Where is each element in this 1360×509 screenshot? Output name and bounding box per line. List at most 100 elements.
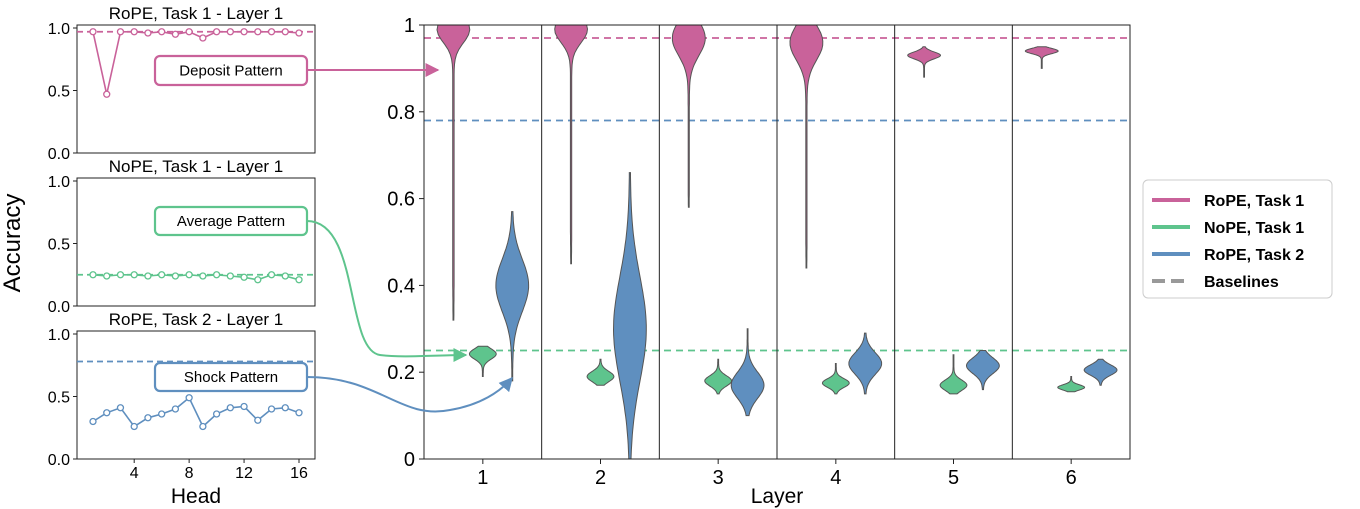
callout-label: Deposit Pattern <box>179 63 282 80</box>
legend-label: Baselines <box>1204 274 1279 291</box>
legend-label: NoPE, Task 1 <box>1204 220 1304 237</box>
y-tick-label: 0.0 <box>48 452 70 469</box>
main-x-tick-label: 1 <box>477 467 488 489</box>
legend-entry: NoPE, Task 1 <box>1152 220 1304 237</box>
data-point <box>130 28 138 36</box>
callouts: Deposit Pattern Average Pattern Shock Patt… <box>153 54 513 413</box>
data-point <box>171 272 180 280</box>
data-point <box>295 29 303 37</box>
y-tick-label: 0.5 <box>48 237 70 254</box>
data-point <box>240 28 248 36</box>
violin-layer2-nope_task1 <box>586 358 615 386</box>
violin-layer6-nope_task1 <box>1057 376 1086 393</box>
main-x-tick-label: 6 <box>1066 467 1077 489</box>
main-x-axis-label: Layer <box>751 485 804 508</box>
data-point <box>89 271 97 279</box>
data-point <box>254 416 262 424</box>
legend-entry: Baselines <box>1152 274 1279 291</box>
data-point <box>267 28 276 36</box>
main-x-tick-label: 4 <box>830 467 841 489</box>
data-point <box>199 422 207 431</box>
x-tick-label: 4 <box>130 465 139 482</box>
y-tick-label: 1.0 <box>48 174 70 191</box>
data-point <box>267 271 276 279</box>
data-point <box>212 271 221 279</box>
panel-frame <box>76 24 316 154</box>
legend: RoPE, Task 1 NoPE, Task 1 RoPE, Task 2 Base… <box>1142 179 1333 299</box>
data-point <box>254 28 262 36</box>
main-x-tick-label: 2 <box>595 467 606 489</box>
main-y-tick-label: 0.6 <box>387 189 415 211</box>
data-point <box>226 404 234 412</box>
violin-layer3-rope_task2 <box>730 328 765 417</box>
y-tick-label: 0.0 <box>48 299 70 316</box>
series-line <box>92 273 300 281</box>
legend-frame <box>1142 179 1333 299</box>
y-tick-label: 0.5 <box>48 390 70 407</box>
data-point <box>212 28 221 36</box>
y-tick-label: 1.0 <box>48 327 70 344</box>
y-tick-label: 0.0 <box>48 146 70 163</box>
violin-layer1-rope_task1 <box>436 24 471 321</box>
main-y-tick-label: 0.2 <box>387 362 415 384</box>
callout-box <box>153 205 309 237</box>
data-point <box>185 28 193 36</box>
panel-frame <box>76 330 316 460</box>
data-point <box>130 422 138 431</box>
data-point <box>144 414 152 422</box>
data-point <box>267 405 276 413</box>
violin-layer5-rope_task2 <box>966 350 1000 391</box>
data-point <box>226 272 234 280</box>
legend-entry: RoPE, Task 1 <box>1152 193 1304 210</box>
data-point <box>254 276 262 284</box>
panel-rope2: RoPE, Task 2 - Layer 1 0.0 0.5 1.0 <box>48 310 316 469</box>
main-violin-panel: 0 0.2 0.4 0.6 0.8 1 1 2 3 4 5 6 Layer <box>387 15 1131 508</box>
data-point <box>89 28 97 36</box>
callout-box <box>153 54 309 87</box>
data-point <box>158 271 166 279</box>
data-point <box>158 410 166 418</box>
y-tick-label: 0.5 <box>48 84 70 101</box>
callout-label: Shock Pattern <box>184 369 278 386</box>
legend-label: RoPE, Task 1 <box>1204 193 1304 210</box>
data-point <box>116 271 125 279</box>
violin-layer1-rope_task2 <box>495 211 530 382</box>
panel-rope1: RoPE, Task 1 - Layer 1 0.0 0.5 1.0 <box>48 4 316 163</box>
data-point <box>185 271 193 279</box>
legend-label: RoPE, Task 2 <box>1204 247 1304 264</box>
data-point <box>281 28 289 36</box>
data-point <box>295 276 303 284</box>
data-point <box>281 404 289 412</box>
data-point <box>144 272 152 280</box>
y-tick-label: 1.0 <box>48 21 70 38</box>
main-y-tick-label: 0.4 <box>387 275 415 297</box>
violin-layer5-rope_task1 <box>907 46 942 78</box>
callout-label: Average Pattern <box>177 213 285 230</box>
x-axis-label: Head <box>171 485 221 508</box>
data-point <box>103 272 111 280</box>
panel-frame <box>76 177 316 307</box>
violin-layer2-rope_task1 <box>554 24 589 265</box>
panel-title: RoPE, Task 2 - Layer 1 <box>109 310 284 329</box>
callout-arrow <box>306 376 513 413</box>
panel-nope1: NoPE, Task 1 - Layer 1 0.0 0.5 1.0 <box>48 157 316 316</box>
data-point <box>240 402 248 411</box>
data-point <box>103 409 111 417</box>
violin-layer3-rope_task1 <box>671 24 706 208</box>
data-point <box>89 417 97 426</box>
main-y-tick-label: 1 <box>404 15 415 37</box>
series-line <box>92 30 300 95</box>
data-point <box>116 28 125 36</box>
violin-layer3-nope_task1 <box>704 358 732 395</box>
violin-layer4-rope_task2 <box>848 332 883 395</box>
main-y-tick-label: 0 <box>404 449 415 471</box>
series-line <box>92 396 300 428</box>
x-tick-label: 8 <box>185 465 194 482</box>
data-point <box>240 273 248 281</box>
main-x-tick-label: 3 <box>713 467 724 489</box>
violin-layer4-rope_task1 <box>789 24 824 269</box>
violin-layer6-rope_task1 <box>1024 46 1059 69</box>
violin-layer6-rope_task2 <box>1083 358 1118 386</box>
